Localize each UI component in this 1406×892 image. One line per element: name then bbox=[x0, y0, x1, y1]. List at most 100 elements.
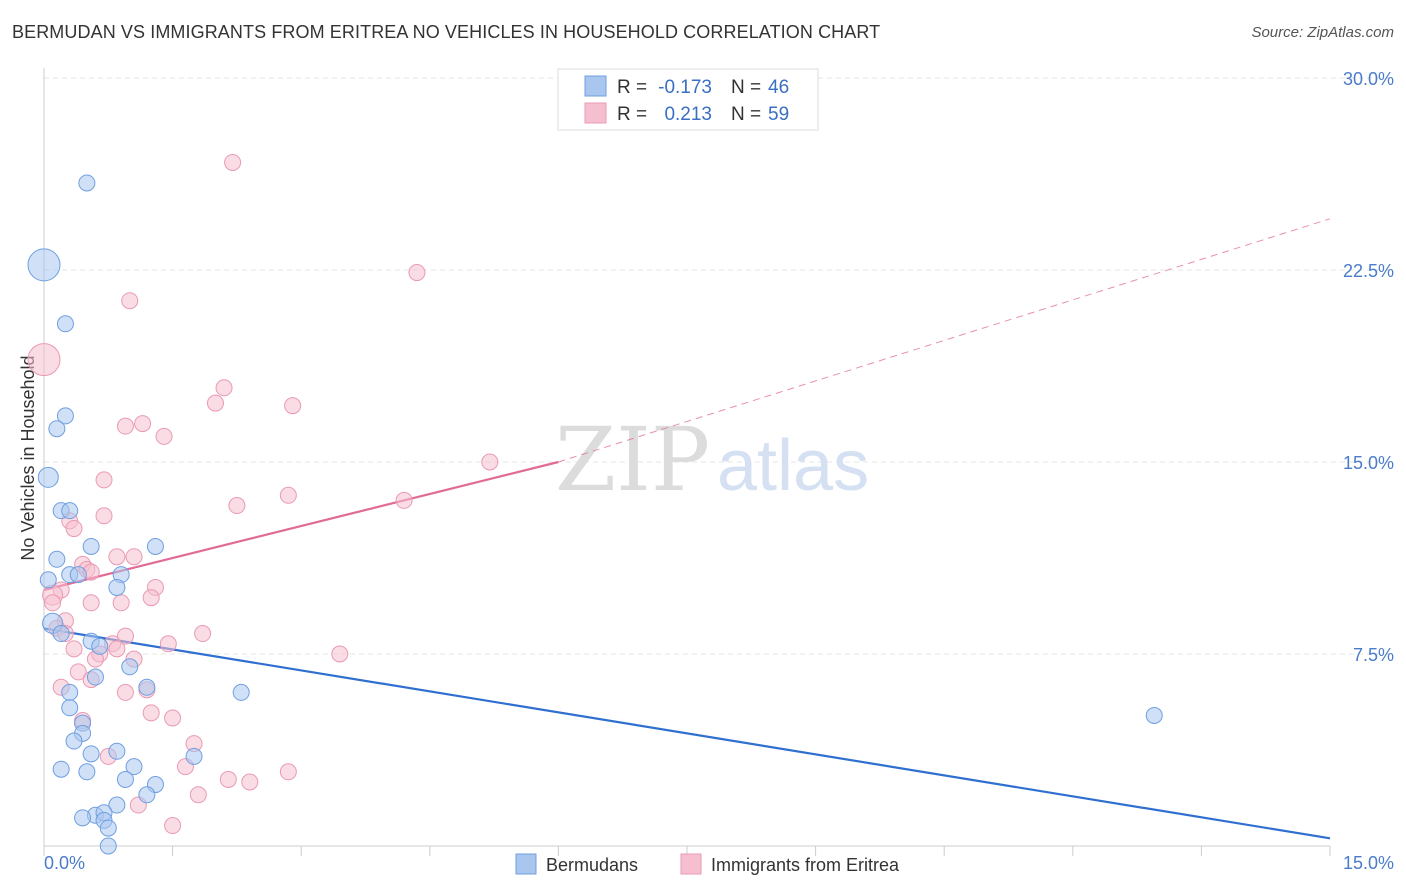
bermudan-point bbox=[108, 578, 126, 596]
eritrea-point bbox=[116, 683, 134, 701]
source-credit: Source: ZipAtlas.com bbox=[1251, 24, 1394, 41]
y-tick-label: 15.0% bbox=[1343, 453, 1394, 473]
eritrea-point bbox=[219, 770, 237, 788]
legend-n-value-1: 46 bbox=[768, 77, 789, 98]
bermudan-point bbox=[56, 315, 74, 333]
bermudan-point bbox=[108, 796, 126, 814]
bermudan-point bbox=[82, 745, 100, 763]
legend-bottom-label-eritrea: Immigrants from Eritrea bbox=[711, 855, 900, 875]
bermudan-point bbox=[116, 770, 134, 788]
bermudan-point bbox=[61, 502, 79, 520]
bermudan-point bbox=[65, 732, 83, 750]
eritrea-point bbox=[69, 663, 87, 681]
bermudan-point bbox=[146, 537, 164, 555]
legend-r-value-2: 0.213 bbox=[664, 104, 712, 125]
eritrea-point bbox=[95, 507, 113, 525]
bermudan-point bbox=[121, 658, 139, 676]
bermudan-point bbox=[52, 625, 70, 643]
eritrea-point bbox=[65, 520, 83, 538]
eritrea-point bbox=[44, 594, 62, 612]
bermudan-point bbox=[37, 466, 59, 488]
eritrea-trend-line bbox=[43, 460, 559, 592]
eritrea-point bbox=[95, 471, 113, 489]
eritrea-point bbox=[116, 627, 134, 645]
eritrea-point bbox=[395, 491, 413, 509]
x-ticks bbox=[43, 846, 1331, 856]
eritrea-point bbox=[408, 264, 426, 282]
bermudan-point bbox=[185, 747, 203, 765]
eritrea-point bbox=[206, 394, 224, 412]
bermudan-point bbox=[48, 420, 66, 438]
y-tick-label: 30.0% bbox=[1343, 69, 1394, 89]
chart-title: BERMUDAN VS IMMIGRANTS FROM ERITREA NO V… bbox=[12, 22, 881, 42]
eritrea-point bbox=[189, 786, 207, 804]
watermark-atlas: atlas bbox=[717, 426, 869, 506]
legend-n-value-2: 59 bbox=[768, 104, 789, 125]
eritrea-point bbox=[481, 453, 499, 471]
grid-lines bbox=[44, 77, 1394, 655]
bermudan-point bbox=[99, 819, 117, 837]
legend-bottom: Bermudans Immigrants from Eritrea bbox=[515, 853, 900, 875]
eritrea-point bbox=[134, 415, 152, 433]
bermudan-point bbox=[91, 637, 109, 655]
bermudan-point bbox=[56, 407, 74, 425]
bermudan-point bbox=[74, 809, 92, 827]
bermudan-point bbox=[232, 683, 250, 701]
bermudan-point bbox=[99, 837, 117, 855]
eritrea-point bbox=[112, 594, 130, 612]
eritrea-point bbox=[82, 594, 100, 612]
y-axis-label: No Vehicles in Household bbox=[18, 355, 38, 560]
bermudan-point bbox=[78, 174, 96, 192]
legend-r-label-1: R = bbox=[617, 77, 647, 98]
bermudan-point bbox=[48, 550, 66, 568]
watermark: ZIP atlas bbox=[555, 408, 869, 511]
trend-lines bbox=[43, 218, 1331, 840]
eritrea-point bbox=[108, 640, 126, 658]
legend-r-label-2: R = bbox=[617, 104, 647, 125]
eritrea-point bbox=[125, 548, 143, 566]
eritrea-trend-extension bbox=[558, 218, 1331, 463]
eritrea-point bbox=[164, 709, 182, 727]
legend-bottom-swatch-eritrea bbox=[680, 853, 702, 875]
bermudan-trend-line bbox=[43, 627, 1331, 840]
eritrea-point bbox=[215, 379, 233, 397]
bermudan-point bbox=[138, 786, 156, 804]
watermark-zip: ZIP bbox=[555, 408, 710, 511]
eritrea-point bbox=[279, 486, 297, 504]
eritrea-point bbox=[331, 645, 349, 663]
eritrea-point bbox=[241, 773, 259, 791]
eritrea-point bbox=[284, 397, 302, 415]
bermudan-point bbox=[78, 763, 96, 781]
legend-n-label-2: N = bbox=[731, 104, 761, 125]
y-tick-label: 7.5% bbox=[1353, 645, 1394, 665]
eritrea-point bbox=[108, 548, 126, 566]
bermudan-point bbox=[82, 537, 100, 555]
legend-top: R = -0.173 N = 46 R = 0.213 N = 59 bbox=[557, 68, 819, 131]
eritrea-point bbox=[279, 763, 297, 781]
bermudan-point bbox=[61, 683, 79, 701]
x-tick-label-max: 15.0% bbox=[1343, 853, 1394, 873]
eritrea-point bbox=[27, 343, 61, 377]
eritrea-point bbox=[121, 292, 139, 310]
bermudan-point bbox=[138, 678, 156, 696]
y-tick-label: 22.5% bbox=[1343, 261, 1394, 281]
legend-bottom-label-bermudans: Bermudans bbox=[546, 855, 638, 875]
eritrea-point bbox=[159, 635, 177, 653]
eritrea-point bbox=[116, 417, 134, 435]
eritrea-point bbox=[142, 589, 160, 607]
bermudan-point bbox=[108, 742, 126, 760]
eritrea-point bbox=[155, 427, 173, 445]
bermudan-point bbox=[1145, 706, 1163, 724]
bermudan-point bbox=[27, 248, 61, 282]
bermudan-point bbox=[125, 758, 143, 776]
eritrea-point bbox=[224, 153, 242, 171]
eritrea-point bbox=[194, 625, 212, 643]
eritrea-point bbox=[228, 497, 246, 515]
eritrea-point bbox=[142, 704, 160, 722]
y-tick-labels: 7.5% 15.0% 22.5% 30.0% bbox=[1343, 69, 1394, 665]
bermudan-point bbox=[61, 699, 79, 717]
bermudan-point bbox=[52, 760, 70, 778]
x-tick-label-min: 0.0% bbox=[44, 853, 85, 873]
bermudan-points bbox=[27, 174, 1163, 855]
